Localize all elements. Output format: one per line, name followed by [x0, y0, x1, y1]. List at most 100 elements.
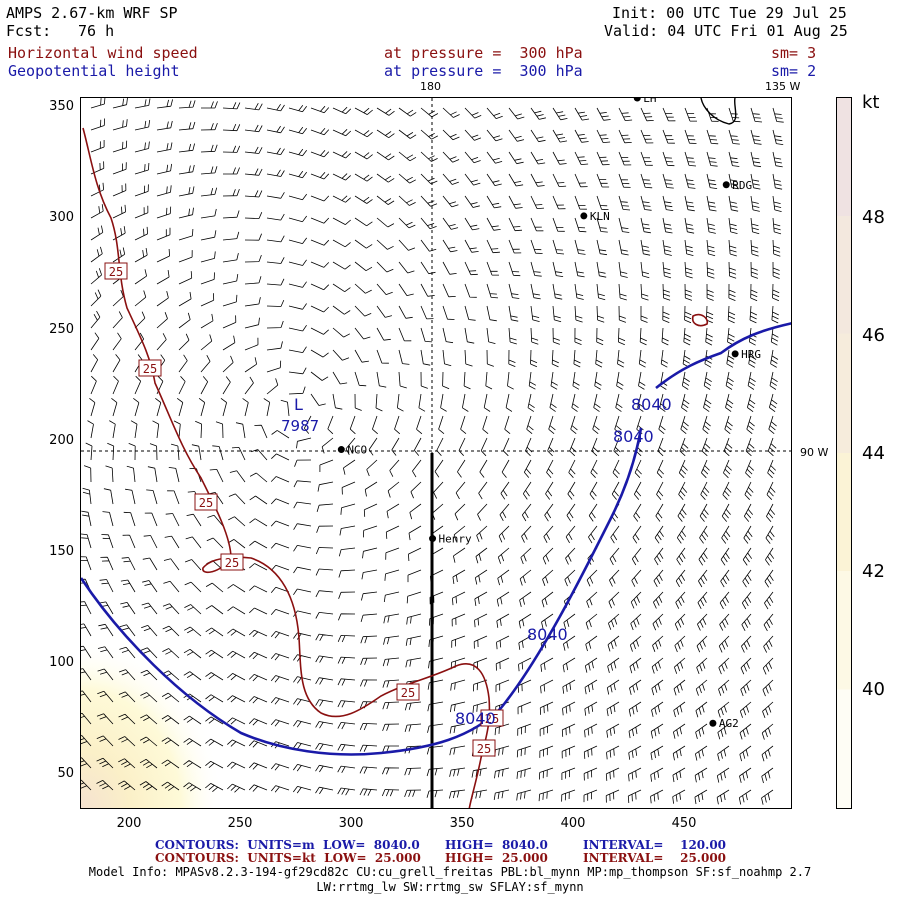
- wind-barb: [544, 503, 554, 522]
- wind-barb: [618, 129, 632, 144]
- wind-barb: [463, 371, 471, 390]
- station-dot: [709, 719, 717, 727]
- wind-barb: [517, 701, 532, 715]
- wind-barb: [81, 690, 92, 703]
- wind-barb: [121, 557, 136, 571]
- wind-barb: [200, 272, 215, 285]
- wind-barb: [112, 98, 128, 109]
- wind-barb: [207, 514, 224, 527]
- wind-barb: [474, 591, 488, 606]
- wind-barb: [596, 305, 605, 323]
- wind-barb: [97, 646, 114, 659]
- wind-barb: [681, 393, 690, 412]
- wind-barb: [249, 585, 268, 593]
- wind-barb: [588, 525, 598, 544]
- wind-barb: [762, 679, 774, 697]
- wind-barb: [750, 239, 759, 257]
- wind-barb: [332, 239, 351, 248]
- wind-barb: [90, 375, 97, 395]
- wind-barb: [696, 635, 708, 653]
- wind-barb: [139, 758, 158, 769]
- wind-barb: [486, 283, 499, 299]
- wind-barb: [249, 607, 268, 615]
- wind-barb: [596, 151, 610, 166]
- wind-barb: [589, 481, 598, 500]
- wind-barb: [458, 437, 466, 456]
- wind-barb: [107, 442, 115, 461]
- wind-barb: [596, 129, 611, 143]
- wind-barb: [398, 283, 414, 296]
- wind-barb: [474, 613, 488, 628]
- wind-barb: [205, 760, 224, 769]
- wind-barb: [763, 613, 774, 632]
- wind-barb: [698, 547, 708, 566]
- station-label: LH: [643, 98, 656, 105]
- wind-barb: [266, 360, 282, 373]
- wind-barb: [617, 349, 625, 368]
- wind-barb: [386, 503, 400, 519]
- wind-barb: [288, 215, 308, 223]
- field1-smoothing: sm= 3: [771, 44, 817, 62]
- wind-barb: [134, 141, 150, 153]
- wind-barb: [698, 569, 708, 588]
- wind-barb: [695, 723, 708, 740]
- wind-barb: [571, 393, 579, 412]
- wind-barb: [662, 151, 675, 167]
- wind-barb: [474, 569, 488, 585]
- wind-barb: [634, 459, 642, 478]
- wind-barb: [156, 376, 164, 395]
- wind-barb: [618, 305, 627, 323]
- wind-barb: [310, 283, 330, 291]
- wind-barb: [496, 591, 510, 607]
- wind-barb: [739, 767, 752, 783]
- wind-barb: [205, 649, 224, 659]
- wind-barb: [354, 151, 373, 160]
- wind-barb: [183, 715, 202, 725]
- wind-barb: [398, 129, 417, 139]
- wind-barb: [574, 195, 587, 210]
- wind-barb: [497, 569, 510, 586]
- wind-barb: [90, 289, 102, 307]
- wind-barb: [561, 723, 576, 737]
- wind-barb: [420, 107, 439, 118]
- wind-barb: [156, 163, 172, 175]
- wind-barb: [360, 635, 378, 644]
- wind-barb: [293, 742, 312, 750]
- wind-barb: [595, 349, 603, 368]
- wind-barb: [156, 206, 172, 219]
- wind-barb: [767, 437, 777, 457]
- wind-barb: [661, 327, 669, 346]
- wind-barb: [591, 437, 599, 457]
- wind-barb: [201, 101, 218, 109]
- wind-barb: [168, 467, 180, 483]
- wind-barb: [118, 758, 136, 769]
- wind-barb: [442, 239, 458, 253]
- wind-barb: [244, 124, 263, 133]
- wind-barb: [552, 195, 566, 210]
- wind-barb: [677, 503, 687, 522]
- wind-barb: [293, 698, 312, 706]
- wind-barb: [248, 740, 268, 748]
- wind-barb: [681, 371, 690, 390]
- wind-barb: [629, 657, 642, 674]
- wind-barb: [618, 283, 627, 301]
- wind-barb: [530, 349, 538, 368]
- wind-barb: [596, 283, 606, 301]
- wind-barb: [519, 569, 532, 586]
- wind-barb: [517, 723, 532, 736]
- wind-barb: [376, 283, 393, 295]
- wind-barb: [640, 239, 651, 256]
- wind-barb: [332, 106, 352, 115]
- wind-barb: [251, 449, 268, 461]
- wind-barb: [749, 305, 758, 324]
- wind-barb: [706, 107, 719, 122]
- wind-barb: [741, 635, 752, 653]
- map-plot-area[interactable]: 25 25 25 25 25 25 25 8040 8040 8040 8040…: [80, 97, 792, 809]
- wind-barb: [420, 283, 435, 297]
- wind-barb: [222, 253, 239, 263]
- wind-barb: [706, 305, 714, 324]
- wind-barb: [161, 692, 180, 703]
- wind-barb: [405, 635, 422, 646]
- wind-barb: [477, 503, 488, 521]
- wind-barb: [293, 545, 312, 552]
